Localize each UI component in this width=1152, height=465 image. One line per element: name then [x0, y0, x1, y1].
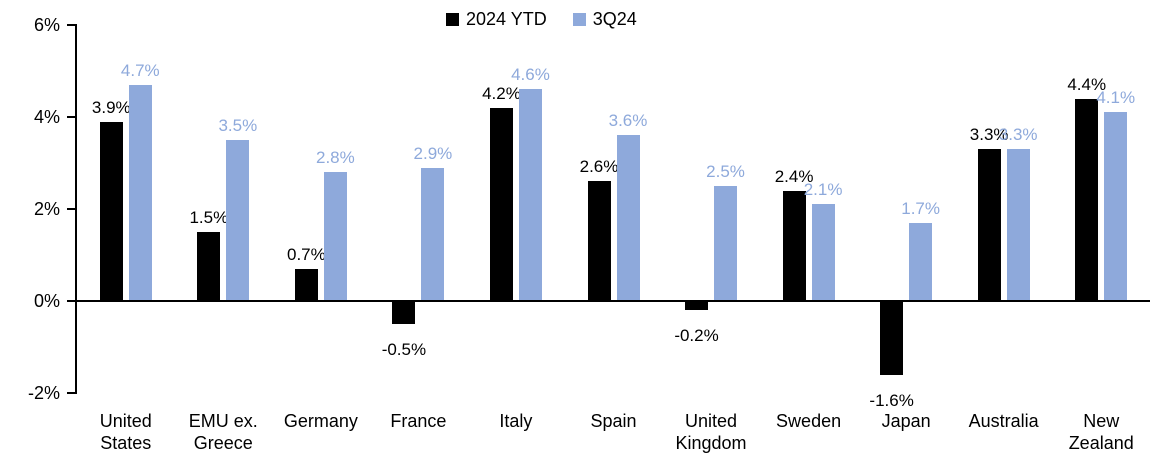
y-tick-label-4: 4% — [33, 107, 60, 127]
y-tick-mark-2 — [67, 208, 77, 210]
bar-3q24-france — [421, 167, 445, 301]
category-label-sweden: Sweden — [776, 411, 842, 431]
bar-2024-ytd-australia — [977, 149, 1001, 301]
category-label-united-kingdom: United Kingdom — [675, 411, 747, 453]
category-label-france: France — [390, 411, 447, 431]
value-label-3q24-new-zealand: 4.1% — [1096, 88, 1136, 108]
y-tick-mark-6 — [67, 24, 77, 26]
y-tick-mark-2 — [67, 392, 77, 394]
bar-2024-ytd-emu-ex-greece — [197, 232, 221, 301]
value-label-2024-ytd-united-kingdom: -0.2% — [674, 326, 719, 346]
value-label-2024-ytd-france: -0.5% — [381, 340, 427, 359]
value-label-2024-ytd-new-zealand: 4.4% — [1067, 74, 1107, 94]
x-axis-line — [75, 299, 1150, 303]
value-label-2024-ytd-italy: 4.2% — [482, 83, 521, 103]
bar-2024-ytd-united-kingdom — [685, 301, 709, 311]
bar-2024-ytd-spain — [587, 181, 611, 301]
bar-2024-ytd-italy — [489, 107, 513, 301]
value-label-2024-ytd-sweden: 2.4% — [774, 166, 814, 186]
chart-legend: 2024 YTD 3Q24 — [446, 8, 637, 30]
bar-2024-ytd-germany — [294, 268, 318, 301]
value-label-3q24-united-kingdom: 2.5% — [706, 162, 745, 181]
category-label-united-states: United States — [99, 411, 152, 453]
bar-3q24-sweden — [811, 204, 835, 301]
value-label-2024-ytd-emu-ex-greece: 1.5% — [189, 208, 229, 227]
bar-3q24-germany — [323, 172, 347, 301]
y-tick-label-2: 2% — [33, 199, 60, 219]
value-label-3q24-united-states: 4.7% — [120, 60, 160, 80]
value-label-2024-ytd-united-states: 3.9% — [91, 97, 131, 117]
value-label-2024-ytd-spain: 2.6% — [579, 157, 619, 177]
bar-3q24-italy — [518, 89, 542, 301]
y-axis-line — [75, 24, 77, 394]
value-label-3q24-sweden: 2.1% — [803, 180, 843, 200]
y-tick-label-6: 6% — [33, 15, 60, 35]
bar-3q24-united-states — [128, 84, 152, 301]
value-label-3q24-france: 2.9% — [413, 143, 453, 163]
legend-item-2024-ytd: 2024 YTD — [446, 8, 547, 30]
legend-item-3q24: 3Q24 — [572, 8, 637, 30]
bar-3q24-united-kingdom — [714, 186, 738, 301]
value-label-2024-ytd-germany: 0.7% — [286, 244, 326, 264]
legend-swatch-2024-ytd — [446, 12, 459, 26]
value-label-3q24-japan: 1.7% — [901, 198, 940, 218]
value-label-2024-ytd-australia: 3.3% — [969, 125, 1009, 145]
category-label-new-zealand: New Zealand — [1068, 411, 1134, 453]
value-label-2024-ytd-japan: -1.6% — [869, 390, 914, 410]
bar-3q24-japan — [909, 222, 933, 301]
y-tick-label-0: 0% — [33, 291, 60, 311]
bar-2024-ytd-new-zealand — [1075, 98, 1099, 301]
bar-3q24-new-zealand — [1104, 112, 1128, 301]
y-tick-mark-0 — [67, 300, 77, 302]
bar-2024-ytd-sweden — [782, 190, 806, 301]
y-tick-mark-4 — [67, 116, 77, 118]
value-label-3q24-emu-ex-greece: 3.5% — [218, 116, 258, 135]
category-label-emu-ex-greece: EMU ex. Greece — [188, 411, 258, 453]
bar-2024-ytd-united-states — [99, 121, 123, 301]
category-label-italy: Italy — [499, 411, 533, 431]
category-label-spain: Spain — [590, 411, 637, 431]
legend-label-2024-ytd: 2024 YTD — [466, 9, 547, 29]
bar-3q24-australia — [1006, 149, 1030, 301]
value-label-3q24-australia: 3.3% — [998, 125, 1038, 145]
bar-2024-ytd-japan — [880, 301, 904, 375]
legend-label-3q24: 3Q24 — [592, 9, 637, 29]
value-label-3q24-spain: 3.6% — [608, 111, 648, 131]
value-label-3q24-italy: 4.6% — [511, 65, 550, 85]
category-label-australia: Australia — [968, 411, 1039, 431]
bar-2024-ytd-france — [392, 301, 416, 324]
category-label-japan: Japan — [881, 411, 931, 431]
category-label-germany: Germany — [283, 411, 358, 431]
value-label-3q24-germany: 2.8% — [315, 148, 355, 168]
bar-3q24-emu-ex-greece — [226, 140, 250, 301]
bar-3q24-spain — [616, 135, 640, 301]
legend-swatch-3q24 — [572, 12, 586, 26]
y-tick-label-2: -2% — [27, 383, 60, 403]
